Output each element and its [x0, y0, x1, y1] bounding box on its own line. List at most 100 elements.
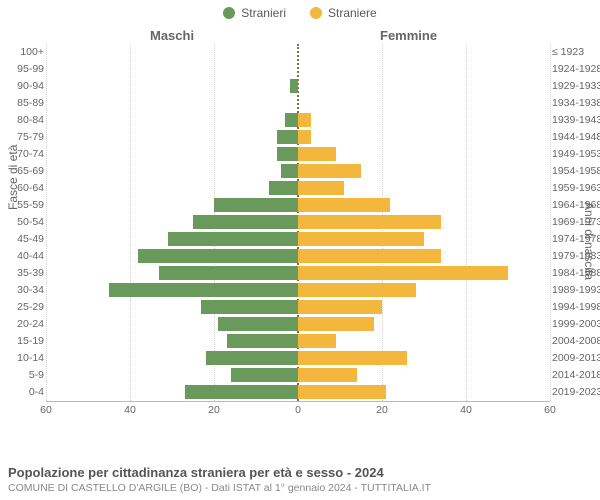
bar-male [231, 368, 298, 382]
age-label: 35-39 [4, 265, 44, 282]
pyramid-row: 35-391984-1988 [46, 265, 550, 282]
bar-female [298, 164, 361, 178]
birth-year-label: 1964-1968 [552, 197, 600, 214]
age-label: 75-79 [4, 129, 44, 146]
birth-year-label: 2014-2018 [552, 367, 600, 384]
birth-year-label: 1984-1988 [552, 265, 600, 282]
x-tick-label: 20 [208, 404, 220, 416]
bar-male [214, 198, 298, 212]
bar-male [138, 249, 298, 263]
bar-female [298, 300, 382, 314]
bar-male [277, 130, 298, 144]
bar-male [285, 113, 298, 127]
birth-year-label: 1994-1998 [552, 299, 600, 316]
bar-male [269, 181, 298, 195]
birth-year-label: ≤ 1923 [552, 44, 600, 61]
chart-title: Popolazione per cittadinanza straniera p… [8, 465, 592, 480]
bar-female [298, 198, 390, 212]
bar-female [298, 266, 508, 280]
pyramid-row: 40-441979-1983 [46, 248, 550, 265]
bar-male [227, 334, 298, 348]
birth-year-label: 1949-1953 [552, 146, 600, 163]
age-label: 45-49 [4, 231, 44, 248]
bar-female [298, 368, 357, 382]
age-label: 90-94 [4, 78, 44, 95]
age-label: 65-69 [4, 163, 44, 180]
bar-male [206, 351, 298, 365]
age-label: 25-29 [4, 299, 44, 316]
header-male: Maschi [150, 28, 194, 43]
birth-year-label: 1944-1948 [552, 129, 600, 146]
birth-year-label: 1924-1928 [552, 61, 600, 78]
age-label: 0-4 [4, 384, 44, 401]
legend: Stranieri Straniere [0, 0, 600, 20]
age-label: 30-34 [4, 282, 44, 299]
pyramid-row: 30-341989-1993 [46, 282, 550, 299]
pyramid-row: 5-92014-2018 [46, 367, 550, 384]
birth-year-label: 2009-2013 [552, 350, 600, 367]
footer: Popolazione per cittadinanza straniera p… [8, 465, 592, 494]
chart-subtitle: COMUNE DI CASTELLO D'ARGILE (BO) - Dati … [8, 482, 592, 494]
age-label: 50-54 [4, 214, 44, 231]
bar-female [298, 113, 311, 127]
age-label: 15-19 [4, 333, 44, 350]
pyramid-row: 100+≤ 1923 [46, 44, 550, 61]
pyramid-row: 55-591964-1968 [46, 197, 550, 214]
birth-year-label: 1929-1933 [552, 78, 600, 95]
pyramid-row: 50-541969-1973 [46, 214, 550, 231]
bar-female [298, 147, 336, 161]
birth-year-label: 1959-1963 [552, 180, 600, 197]
birth-year-label: 1999-2003 [552, 316, 600, 333]
bar-male [109, 283, 298, 297]
age-label: 55-59 [4, 197, 44, 214]
age-label: 95-99 [4, 61, 44, 78]
pyramid-row: 10-142009-2013 [46, 350, 550, 367]
x-tick-label: 40 [460, 404, 472, 416]
bar-female [298, 385, 386, 399]
birth-year-label: 1979-1983 [552, 248, 600, 265]
age-label: 5-9 [4, 367, 44, 384]
bar-male [168, 232, 298, 246]
birth-year-label: 1939-1943 [552, 112, 600, 129]
header-female: Femmine [380, 28, 437, 43]
age-label: 60-64 [4, 180, 44, 197]
age-label: 70-74 [4, 146, 44, 163]
pyramid-row: 75-791944-1948 [46, 129, 550, 146]
bar-female [298, 232, 424, 246]
legend-item-female: Straniere [310, 6, 377, 20]
birth-year-label: 1969-1973 [552, 214, 600, 231]
x-tick-label: 40 [124, 404, 136, 416]
legend-male-label: Stranieri [241, 6, 286, 20]
birth-year-label: 1934-1938 [552, 95, 600, 112]
pyramid-row: 20-241999-2003 [46, 316, 550, 333]
age-label: 100+ [4, 44, 44, 61]
bar-male [159, 266, 298, 280]
birth-year-label: 1974-1978 [552, 231, 600, 248]
grid-line [550, 44, 551, 401]
bar-female [298, 334, 336, 348]
pyramid-row: 95-991924-1928 [46, 61, 550, 78]
bar-male [185, 385, 298, 399]
bar-male [218, 317, 298, 331]
female-swatch [310, 7, 322, 19]
age-label: 20-24 [4, 316, 44, 333]
x-tick-label: 60 [544, 404, 556, 416]
bar-male [290, 79, 298, 93]
pyramid-row: 25-291994-1998 [46, 299, 550, 316]
bar-female [298, 317, 374, 331]
pyramid-chart: 100+≤ 192395-991924-192890-941929-193385… [46, 44, 550, 434]
age-label: 80-84 [4, 112, 44, 129]
birth-year-label: 2019-2023 [552, 384, 600, 401]
legend-female-label: Straniere [328, 6, 377, 20]
bar-female [298, 249, 441, 263]
bar-male [201, 300, 298, 314]
bar-female [298, 181, 344, 195]
bar-rows: 100+≤ 192395-991924-192890-941929-193385… [46, 44, 550, 401]
pyramid-row: 85-891934-1938 [46, 95, 550, 112]
bar-female [298, 130, 311, 144]
age-label: 85-89 [4, 95, 44, 112]
bar-female [298, 351, 407, 365]
pyramid-row: 65-691954-1958 [46, 163, 550, 180]
male-swatch [223, 7, 235, 19]
pyramid-row: 70-741949-1953 [46, 146, 550, 163]
